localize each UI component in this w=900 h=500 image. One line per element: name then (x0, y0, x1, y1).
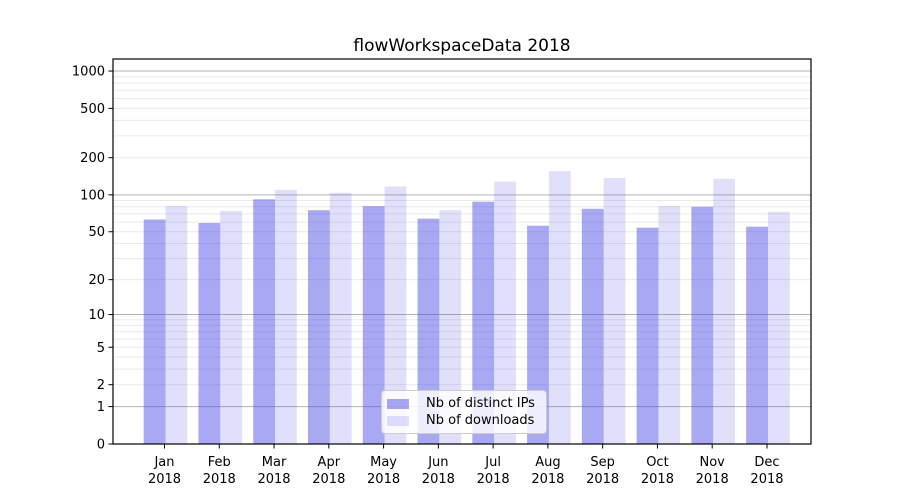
bar-distinct-ips-sep (581, 208, 604, 444)
bar-downloads-feb (220, 210, 243, 444)
bar-distinct-ips-jul (472, 201, 495, 444)
y-tick-label-10: 10 (88, 308, 105, 323)
x-tick-label-month-feb: Feb (208, 455, 231, 470)
chart-title: flowWorkspaceData 2018 (353, 36, 571, 56)
bar-distinct-ips-may (362, 206, 385, 444)
y-tick-label-2: 2 (97, 378, 105, 393)
axes-spines (112, 58, 812, 445)
bar-distinct-ips-jan (143, 219, 166, 444)
bar-distinct-ips-mar (253, 199, 276, 444)
x-tick-label-year-mar: 2018 (257, 472, 290, 487)
legend-label-distinct-ips: Nb of distinct IPs (426, 396, 535, 411)
x-tick-label-year-dec: 2018 (750, 472, 783, 487)
x-tick-label-year-sep: 2018 (586, 472, 619, 487)
bar-downloads-dec (767, 211, 790, 444)
x-tick-label-year-may: 2018 (367, 472, 400, 487)
x-tick-label-month-aug: Aug (535, 455, 560, 470)
x-tick-label-year-aug: 2018 (531, 472, 564, 487)
y-tick-label-50: 50 (88, 225, 105, 240)
x-tick-label-month-apr: Apr (318, 455, 341, 470)
bar-downloads-jan (165, 206, 188, 444)
x-tick-label-year-feb: 2018 (203, 472, 236, 487)
y-tick-label-0: 0 (97, 438, 105, 453)
bar-downloads-jun (439, 210, 462, 444)
y-tick-label-20: 20 (88, 273, 105, 288)
x-tick-label-month-jan: Jan (153, 455, 174, 470)
bar-downloads-sep (603, 178, 626, 444)
legend-label-downloads: Nb of downloads (426, 413, 535, 428)
legend-item-distinct-ips: Nb of distinct IPs (387, 396, 538, 411)
y-tick-label-1000: 1000 (72, 65, 105, 80)
x-tick-label-year-nov: 2018 (696, 472, 729, 487)
x-tick-label-year-jul: 2018 (477, 472, 510, 487)
y-tick-label-500: 500 (80, 102, 105, 117)
x-tick-label-month-oct: Oct (646, 455, 668, 470)
bar-distinct-ips-jun (417, 218, 440, 444)
bar-downloads-nov (713, 178, 735, 445)
x-tick-label-year-jun: 2018 (422, 472, 455, 487)
bar-distinct-ips-feb (198, 222, 221, 444)
legend-swatch-distinct-ips (387, 398, 409, 409)
bar-distinct-ips-apr (308, 210, 330, 444)
bar-downloads-mar (275, 189, 297, 444)
bar-downloads-may (384, 186, 407, 444)
bar-downloads-aug (548, 171, 571, 444)
x-tick-label-month-dec: Dec (754, 455, 779, 470)
y-tick-label-200: 200 (80, 151, 105, 166)
x-tick-label-month-nov: Nov (700, 455, 726, 470)
bar-distinct-ips-dec (746, 226, 768, 444)
bar-downloads-oct (658, 206, 681, 444)
x-tick-label-month-sep: Sep (590, 455, 615, 470)
x-tick-label-year-oct: 2018 (641, 472, 674, 487)
x-tick-label-year-apr: 2018 (312, 472, 345, 487)
bar-distinct-ips-oct (636, 227, 659, 444)
y-tick-label-100: 100 (80, 188, 105, 203)
legend-item-downloads: Nb of downloads (387, 413, 538, 428)
x-tick-label-month-may: May (370, 455, 397, 470)
x-tick-label-month-mar: Mar (262, 455, 287, 470)
y-tick-label-5: 5 (97, 341, 105, 356)
y-tick-label-1: 1 (97, 400, 105, 415)
x-tick-label-month-jul: Jul (484, 455, 501, 470)
x-tick-label-month-jun: Jun (427, 455, 448, 470)
bar-distinct-ips-aug (527, 225, 549, 444)
bar-downloads-apr (329, 192, 352, 444)
bar-distinct-ips-nov (691, 206, 714, 444)
legend-swatch-downloads (387, 415, 409, 426)
x-tick-label-year-jan: 2018 (148, 472, 181, 487)
bar-downloads-jul (494, 181, 516, 445)
legend: Nb of distinct IPs Nb of downloads (381, 390, 547, 434)
